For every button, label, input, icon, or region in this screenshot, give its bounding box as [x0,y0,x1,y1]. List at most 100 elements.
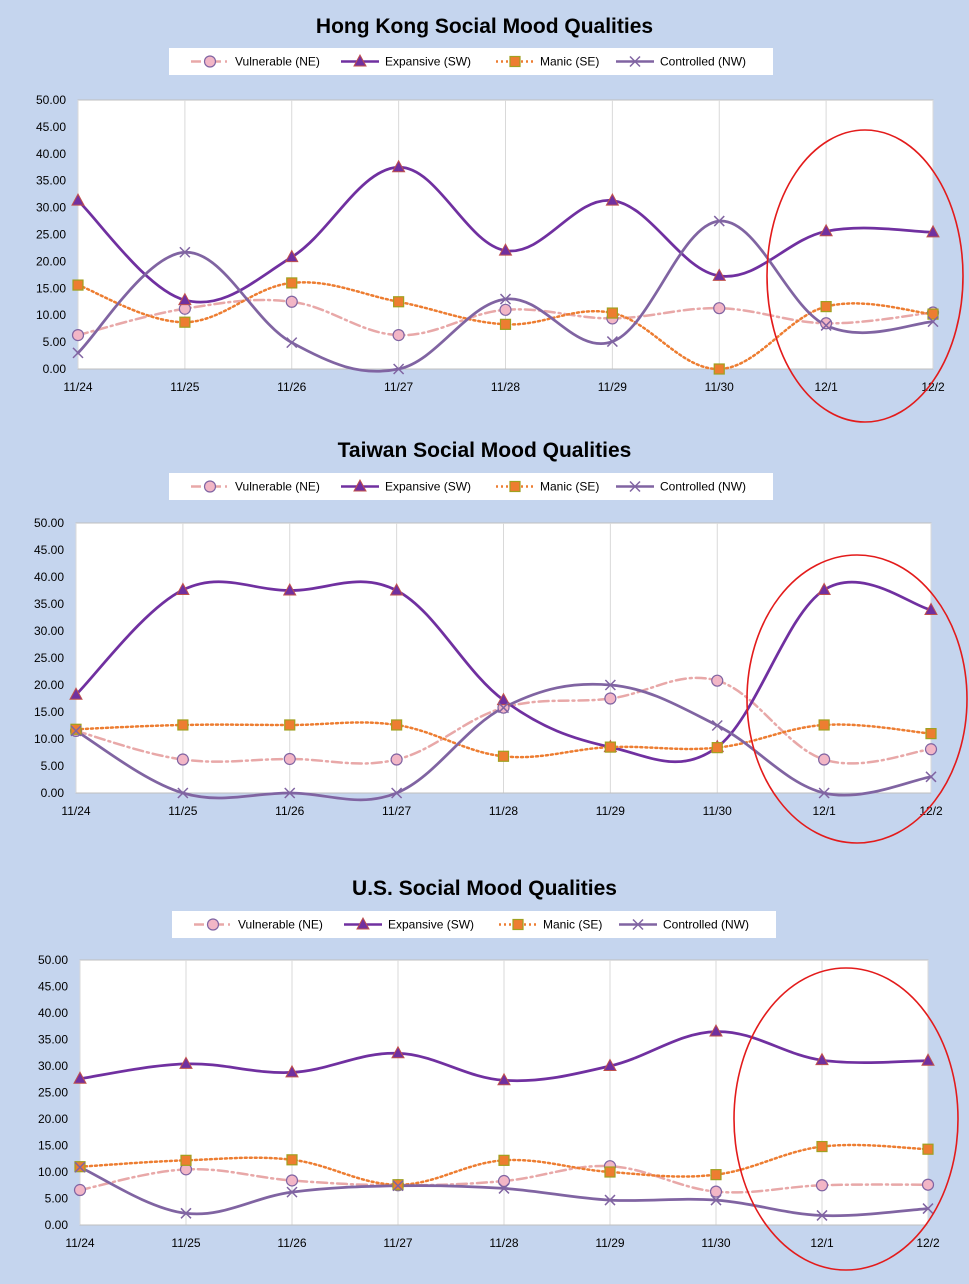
y-tick-label: 20.00 [38,1112,68,1126]
legend-label: Vulnerable (NE) [235,480,320,494]
data-point [176,582,190,595]
x-tick-label: 11/28 [491,380,520,394]
y-tick-label: 5.00 [43,335,67,349]
data-point [72,279,84,291]
y-tick-label: 35.00 [38,1033,68,1047]
data-point [709,1185,723,1198]
data-point [819,223,833,237]
x-tick-label: 11/26 [275,804,304,818]
data-point [74,1161,86,1173]
x-tick-label: 11/27 [382,804,411,818]
x-tick-label: 11/29 [596,804,625,818]
legend-item: Vulnerable (NE) [191,55,320,69]
y-tick-label: 45.00 [34,543,64,557]
legend-label: Controlled (NW) [660,55,746,69]
data-point [284,787,296,799]
legend-box [169,48,773,75]
data-point [818,753,831,766]
y-tick-label: 45.00 [38,980,68,994]
data-point [391,1045,405,1059]
data-point [820,317,833,330]
legend: Vulnerable (NE) Expansive (SW) Manic (SE) C… [169,473,773,500]
data-point [285,1174,299,1187]
y-tick-label: 35.00 [34,597,64,611]
us-chart: U.S. Social Mood Qualities Vulnerable (NE… [38,877,959,1271]
data-point [178,292,192,306]
data-point [286,1186,298,1198]
data-point [73,1183,87,1197]
data-point [71,329,85,342]
x-tick-label: 11/24 [65,1236,94,1250]
data-point [924,743,938,756]
data-point [604,1166,616,1178]
data-point [816,1209,828,1221]
legend-item: Expansive (SW) [341,478,471,494]
data-point [820,319,832,331]
legend-label: Vulnerable (NE) [238,918,323,932]
x-tick-label: 12/1 [810,1236,834,1250]
y-tick-label: 0.00 [43,362,67,376]
y-tick-label: 0.00 [45,1218,69,1232]
chart-title: Hong Kong Social Mood Qualities [316,15,653,38]
data-point [285,295,298,308]
data-point [818,787,830,799]
data-point [72,347,84,359]
data-point [176,753,189,766]
x-tick-label: 11/26 [277,1236,306,1250]
x-tick-label: 12/2 [916,1236,940,1250]
y-tick-label: 40.00 [34,570,64,584]
data-point [925,771,937,783]
data-point [392,1180,404,1192]
data-point [70,723,82,735]
y-tick-label: 50.00 [38,953,68,967]
x-tick-label: 11/28 [489,804,518,818]
y-tick-label: 25.00 [34,651,64,665]
legend-item: Controlled (NW) [616,480,746,494]
legend-box [172,911,776,938]
data-point [498,243,513,256]
data-point [499,303,512,316]
x-tick-label: 11/29 [598,380,627,394]
data-point [284,719,296,731]
data-point [921,1053,935,1066]
legend-item: Controlled (NW) [616,55,746,69]
data-point [497,1174,511,1188]
data-point [927,308,939,320]
data-point [391,787,403,799]
data-point [180,1207,192,1219]
y-tick-label: 20.00 [34,678,64,692]
data-point [712,268,727,281]
data-point [816,1140,828,1153]
data-point [73,1071,87,1084]
x-tick-label: 11/30 [705,380,734,394]
data-point [927,316,939,328]
data-point [499,318,512,330]
data-point [497,1072,511,1086]
data-point [925,728,937,740]
data-point [285,1064,299,1078]
x-tick-label: 11/24 [63,380,92,394]
x-tick-label: 11/29 [595,1236,624,1250]
data-point [284,249,299,263]
y-tick-label: 50.00 [34,516,64,530]
y-tick-label: 25.00 [36,228,66,242]
legend-item: Manic (SE) [499,918,602,932]
legend-label: Vulnerable (NE) [235,55,320,69]
legend-marker [509,480,521,493]
data-point [711,719,723,732]
x-tick-label: 11/27 [384,380,413,394]
data-point [818,719,830,731]
data-point [496,692,511,706]
y-tick-label: 20.00 [36,254,66,268]
x-tick-label: 11/26 [277,380,306,394]
legend-marker [512,918,524,931]
data-point [604,741,616,753]
y-tick-label: 35.00 [36,174,66,188]
highlight-ellipse [766,129,964,423]
legend-label: Expansive (SW) [385,480,471,494]
legend-label: Manic (SE) [540,55,599,69]
x-tick-label: 12/2 [919,804,943,818]
legend-item: Manic (SE) [496,480,599,494]
x-tick-label: 11/27 [383,1236,412,1250]
